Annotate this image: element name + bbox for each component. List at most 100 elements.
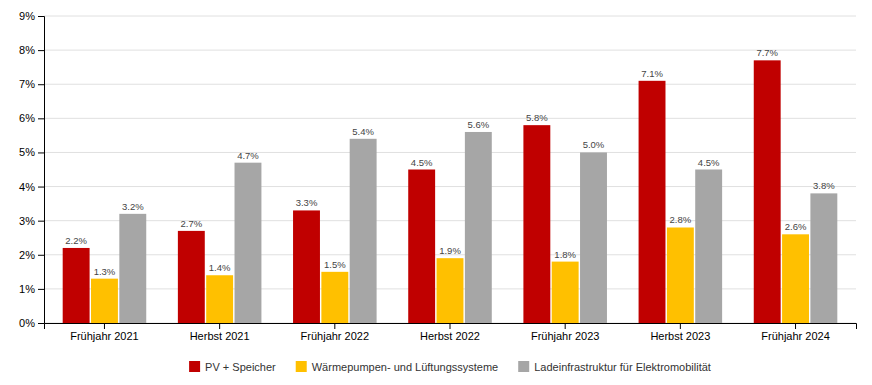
y-tick-mark — [38, 221, 44, 222]
x-axis-line — [45, 324, 857, 330]
legend-item: Wärmepumpen- und Lüftungssysteme — [296, 361, 498, 373]
data-label: 1.8% — [554, 249, 576, 260]
y-tick: 1% — [19, 283, 44, 295]
grid-line — [44, 84, 856, 85]
bar — [321, 272, 348, 323]
y-tick: 5% — [19, 146, 44, 158]
grid-line — [44, 118, 856, 119]
y-tick-label: 9% — [19, 10, 35, 22]
data-label: 2.6% — [785, 221, 807, 232]
bar — [178, 231, 205, 323]
data-label: 1.4% — [209, 262, 231, 273]
y-tick: 3% — [19, 215, 44, 227]
x-tick: Frühjahr 2024 — [761, 323, 830, 342]
y-tick-mark — [38, 84, 44, 85]
y-tick: 8% — [19, 44, 44, 56]
data-label: 7.1% — [641, 68, 663, 79]
data-label: 7.7% — [756, 47, 778, 58]
data-label: 1.3% — [94, 266, 116, 277]
bar — [350, 139, 377, 323]
bar — [465, 132, 492, 323]
y-tick-label: 3% — [19, 215, 35, 227]
grid — [44, 16, 856, 323]
bar — [695, 170, 722, 324]
y-tick-label: 4% — [19, 181, 35, 193]
bar — [782, 234, 809, 323]
y-axis: 0% 1% 2% 3% 4% 5% 6% 7% 8% 9% — [19, 10, 44, 329]
y-tick-mark — [38, 16, 44, 17]
legend-swatch — [189, 361, 200, 372]
legend-item: PV + Speicher — [189, 361, 276, 373]
x-axis: Frühjahr 2021 Herbst 2021 Frühjahr 2022 Her… — [45, 323, 857, 342]
x-tick-mark — [795, 323, 796, 329]
x-tick: Frühjahr 2023 — [531, 323, 600, 342]
y-tick: 7% — [19, 78, 44, 90]
y-tick: 6% — [19, 112, 44, 124]
chart: 0% 1% 2% 3% 4% 5% 6% 7% 8% 9% Frühjahr 2021 Herbst … — [0, 0, 872, 385]
data-label: 1.9% — [439, 245, 461, 256]
plot: 0% 1% 2% 3% 4% 5% 6% 7% 8% 9% Frühjahr 2021 Herbst … — [19, 10, 856, 342]
grid-line — [44, 50, 856, 51]
y-tick-mark — [38, 289, 44, 290]
data-label: 5.6% — [467, 119, 489, 130]
data-labels: 2.2%2.7%3.3%4.5%5.8%7.1%7.7%1.3%1.4%1.5%… — [65, 47, 835, 276]
y-axis-line — [38, 17, 45, 324]
y-tick-label: 1% — [19, 283, 35, 295]
data-label: 5.4% — [352, 126, 374, 137]
grid-line — [44, 186, 856, 187]
legend-swatch — [518, 361, 529, 372]
y-tick-mark — [38, 255, 44, 256]
grid-line — [44, 16, 856, 17]
x-tick-label: Herbst 2022 — [420, 330, 480, 342]
x-tick-mark — [450, 323, 451, 329]
x-tick-mark — [680, 323, 681, 329]
y-tick-label: 5% — [19, 146, 35, 158]
bar — [235, 163, 262, 323]
y-tick-label: 7% — [19, 78, 35, 90]
x-tick-label: Frühjahr 2024 — [761, 330, 830, 342]
legend: PV + Speicher Wärmepumpen- und Lüftungssy… — [189, 361, 711, 373]
grid-line — [44, 220, 856, 221]
legend-label: PV + Speicher — [205, 361, 276, 373]
x-tick-label: Herbst 2023 — [650, 330, 710, 342]
x-tick-mark — [219, 323, 220, 329]
data-label: 5.8% — [526, 112, 548, 123]
y-tick: 2% — [19, 249, 44, 261]
data-label: 4.7% — [237, 150, 259, 161]
y-tick-mark — [38, 50, 44, 51]
x-tick: Frühjahr 2022 — [301, 323, 370, 342]
bar — [293, 210, 320, 323]
bar — [437, 258, 464, 323]
data-label: 2.2% — [65, 235, 87, 246]
x-tick-mark — [104, 323, 105, 329]
x-tick-label: Frühjahr 2023 — [531, 330, 600, 342]
x-tick-mark — [565, 323, 566, 329]
data-label: 3.8% — [813, 180, 835, 191]
series — [63, 60, 781, 323]
data-label: 3.3% — [296, 197, 318, 208]
y-tick: 4% — [19, 181, 44, 193]
legend-label: Ladeinfrastruktur für Elektromobilität — [534, 361, 711, 373]
x-tick-mark — [334, 323, 335, 329]
x-tick: Frühjahr 2021 — [70, 323, 138, 342]
bar — [119, 214, 146, 323]
data-label: 3.2% — [122, 201, 144, 212]
y-tick-label: 6% — [19, 112, 35, 124]
bar — [552, 262, 579, 323]
grid-line — [44, 152, 856, 153]
y-tick-label: 2% — [19, 249, 35, 261]
series — [119, 132, 837, 323]
bar — [754, 60, 781, 323]
data-label: 4.5% — [411, 157, 433, 168]
legend-label: Wärmepumpen- und Lüftungssysteme — [312, 361, 498, 373]
legend-swatch — [296, 361, 307, 372]
x-tick: Herbst 2023 — [650, 323, 710, 342]
data-label: 2.7% — [180, 218, 202, 229]
x-tick: Herbst 2021 — [190, 323, 250, 342]
bar — [63, 248, 90, 323]
bar — [408, 170, 435, 324]
data-label: 2.8% — [670, 214, 692, 225]
bar — [639, 81, 666, 323]
y-tick-label: 0% — [19, 317, 35, 329]
y-tick: 9% — [19, 10, 44, 22]
